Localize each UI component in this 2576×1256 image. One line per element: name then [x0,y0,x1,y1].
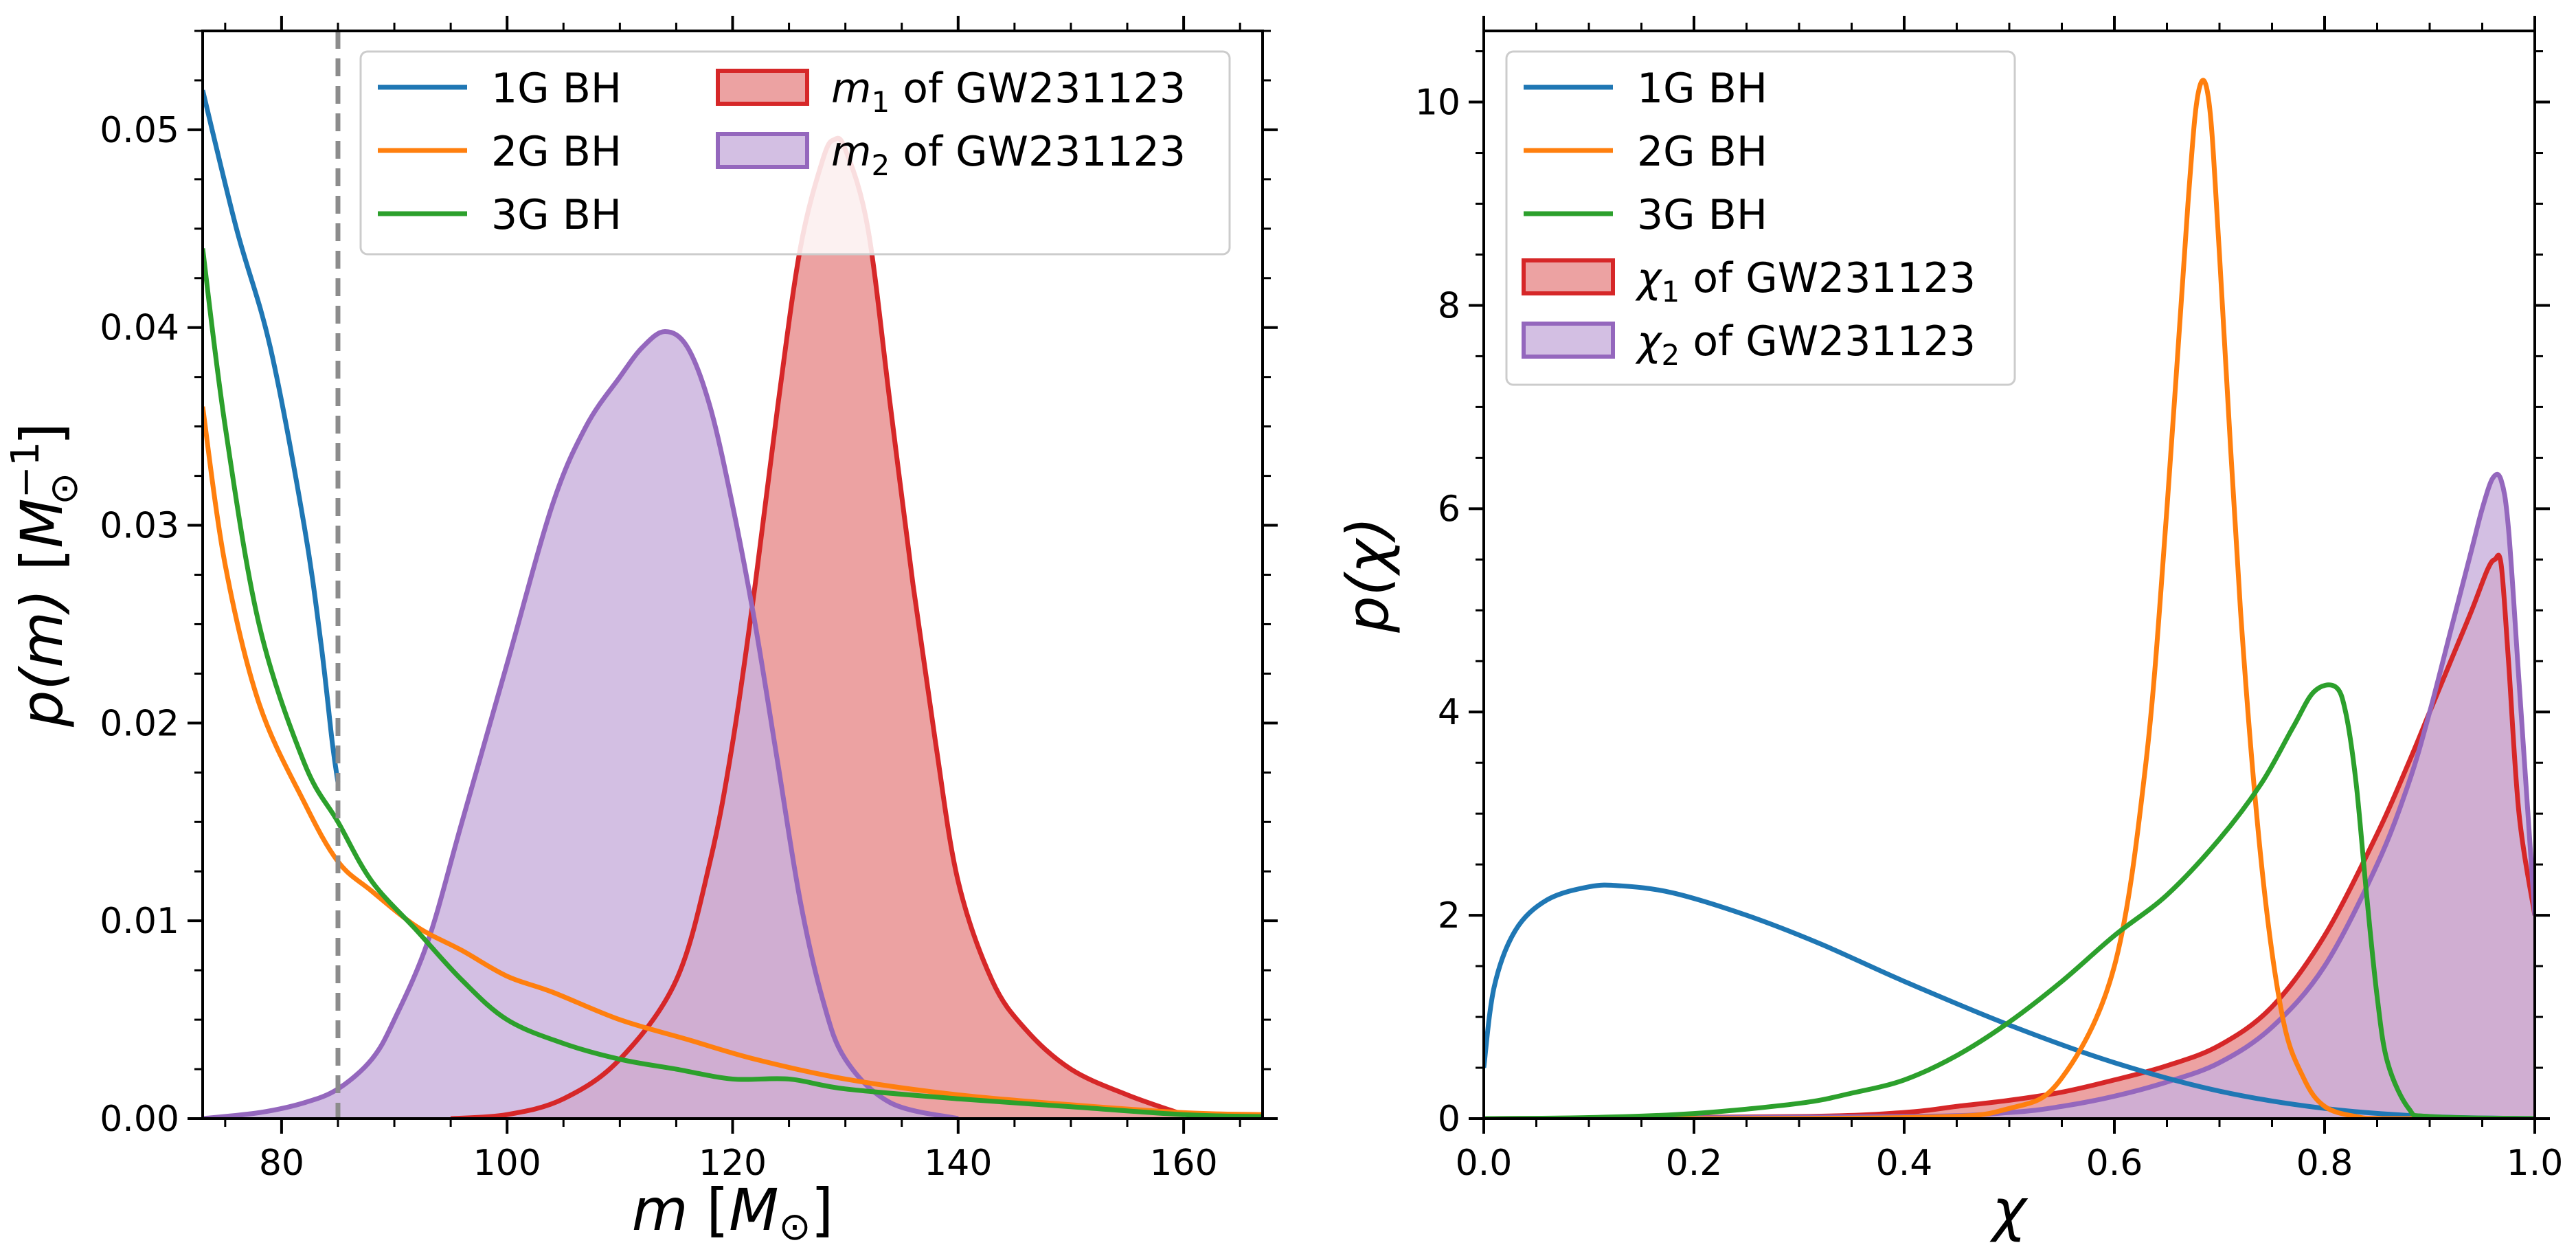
legend-box [1505,50,2016,386]
spin-distribution-panel: 0 2 4 6 8 10 0.0 0.2 0.4 0.6 0.8 1.0 χ p(χ) 1G BH 2G BH… [1334,16,2563,1244]
legend-item: 3G BH [378,191,622,239]
legend-label: 1G BH [1637,65,1767,113]
x-tick-label: 80 [259,1143,304,1184]
legend-label: m2 of GW231123 [831,128,1186,182]
x-tick-label: 160 [1149,1143,1217,1184]
posterior-m2-curve [203,328,959,1119]
legend-label: m1 of GW231123 [831,65,1186,119]
posterior-chi2-fill [1484,474,2535,1119]
legend-item: 1G BH [1524,65,1767,113]
legend-item: 3G BH [1524,191,1767,239]
x-axis-label: χ [1989,1176,2029,1244]
y-tick-label: 0.01 [100,901,179,942]
legend-item: 2G BH [1524,128,1767,176]
2g-bh-curve [203,406,1263,1117]
x-tick-label: 100 [473,1143,541,1184]
legend-item: χ2 of GW231123 [1522,317,1976,372]
x-tick-label: 0.2 [1666,1143,1723,1184]
y-tick-label: 0.03 [100,506,179,547]
legend-label: χ1 of GW231123 [1635,254,1976,309]
y-tick-label: 0.04 [100,308,179,349]
1g-bh-curve [203,89,341,783]
1g-bh-curve [1484,882,2535,1119]
plot-area [1484,78,2535,1119]
legend-item: 1G BH [378,65,622,113]
x-axis-label: m [M⊙] [632,1176,834,1249]
y-tick-label: 6 [1438,489,1460,530]
y-tick-label: 8 [1438,285,1460,326]
y-tick-label: 0.00 [100,1099,179,1140]
y-tick-label: 0 [1438,1099,1460,1140]
y-axis-label: p(m) [M−1⊙] [3,423,87,728]
y-axis-label: p(χ) [1334,517,1401,633]
posterior-m1-fill [451,138,1184,1119]
y-tick-label: 0.05 [100,110,179,151]
x-tick-label: 0.4 [1876,1143,1933,1184]
legend-swatch [716,69,809,106]
y-tick-label: 2 [1438,895,1460,937]
legend-label: 2G BH [491,128,622,176]
legend: 1G BH 2G BH 3G BH χ1 of GW231123 χ2 of GW231… [1505,50,2016,386]
3g-bh-curve [1484,682,2535,1119]
legend-label: 2G BH [1637,128,1767,176]
mass-distribution-panel: 0.00 0.01 0.02 0.03 0.04 0.05 80 100 120 140 160 m … [3,16,1278,1249]
legend-label: 3G BH [491,191,622,239]
plot-area [203,31,1263,1119]
y-tick-label: 4 [1438,692,1460,733]
3g-bh-curve [203,248,1263,1119]
posterior-chi2-curve [1484,471,2535,1119]
legend-item: m1 of GW231123 [716,65,1186,119]
legend-label: χ2 of GW231123 [1635,317,1976,372]
x-tick-label: 140 [924,1143,992,1184]
y-tick-label: 0.02 [100,703,179,744]
legend-swatch [1522,322,1615,359]
legend-swatch [1522,258,1615,295]
x-tick-label: 0.8 [2296,1143,2353,1184]
posterior-chi1-curve [1484,552,2535,1119]
legend: 1G BH 2G BH 3G BH m1 of GW231123 m2 of GW231… [359,50,1231,256]
legend-swatch [716,132,809,169]
y-tick-label: 10 [1415,82,1460,124]
x-tick-label: 120 [699,1143,767,1184]
legend-label: 3G BH [1637,191,1767,239]
posterior-m2-fill [203,331,958,1119]
legend-item: χ1 of GW231123 [1522,254,1976,309]
x-tick-label: 0.6 [2086,1143,2143,1184]
legend-label: 1G BH [491,65,622,113]
legend-item: m2 of GW231123 [716,128,1186,182]
legend-item: 2G BH [378,128,622,176]
x-tick-label: 0.0 [1456,1143,1513,1184]
2g-bh-curve [1484,78,2535,1119]
x-tick-label: 1.0 [2507,1143,2564,1184]
